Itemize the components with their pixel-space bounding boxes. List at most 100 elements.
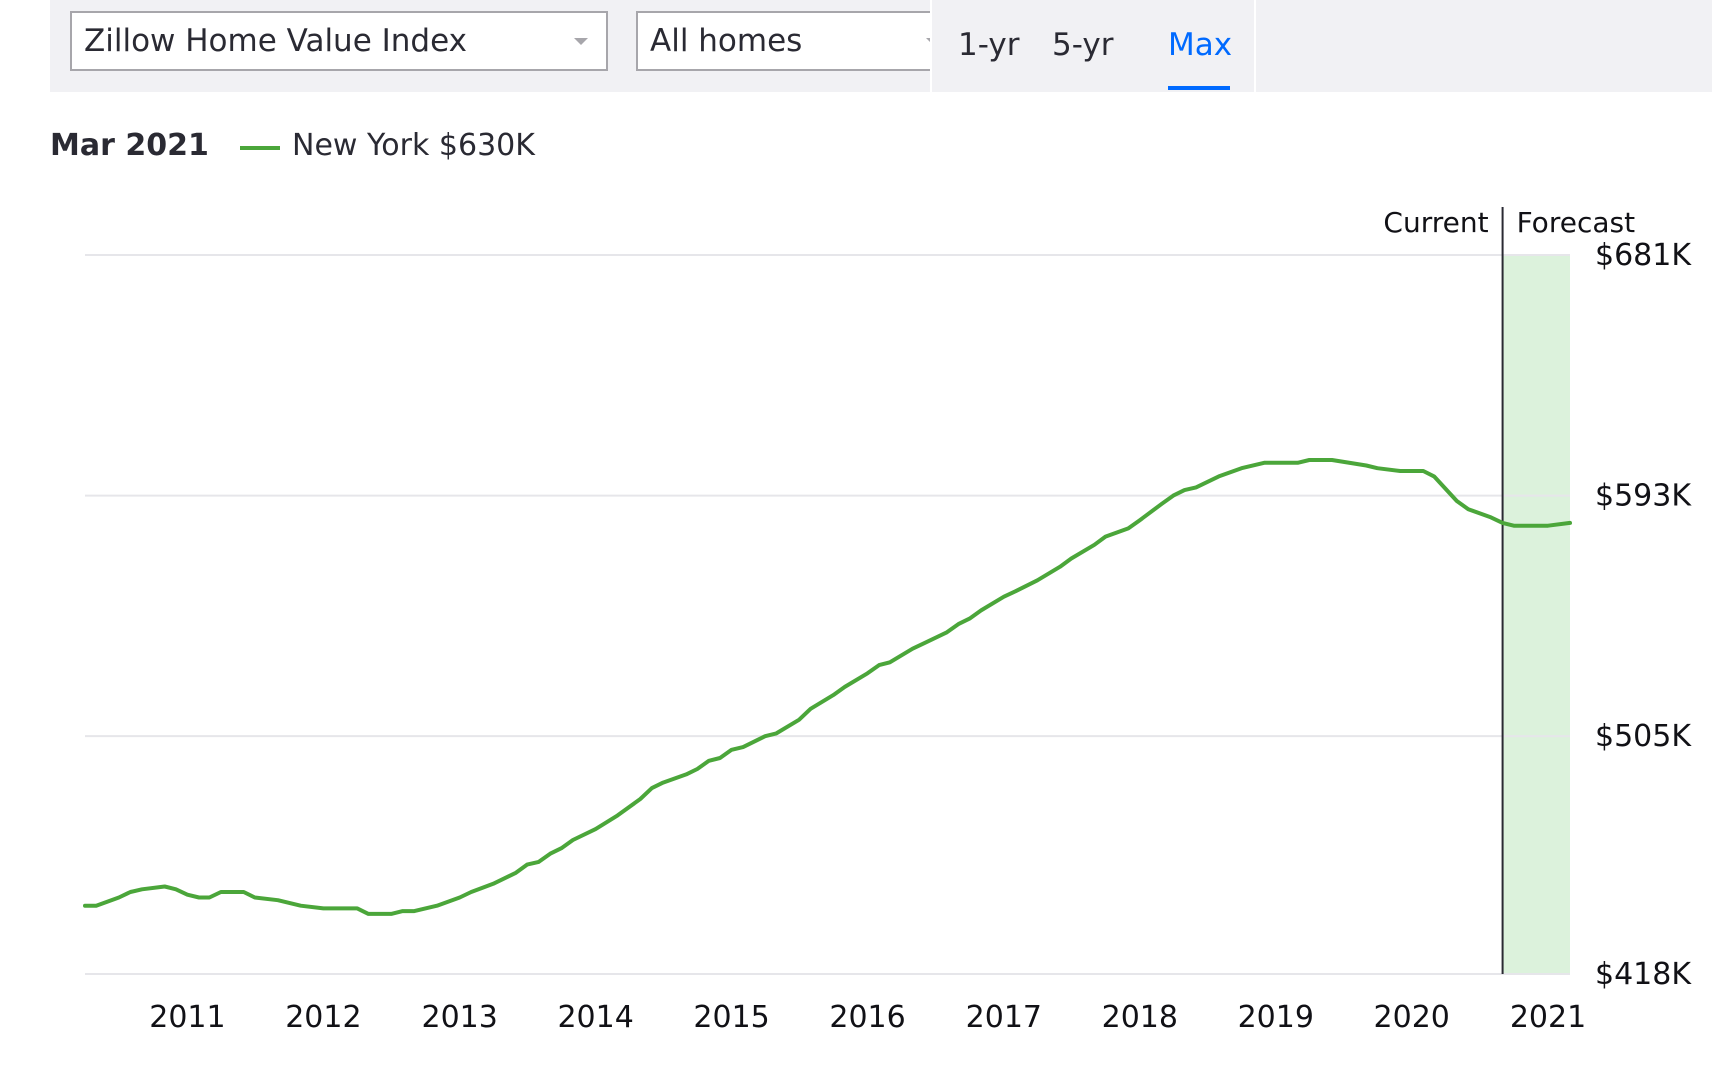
data-point <box>548 852 552 856</box>
data-point <box>843 685 847 689</box>
data-point <box>1035 578 1039 582</box>
data-point <box>412 909 416 913</box>
data-point <box>763 734 767 738</box>
data-point <box>219 890 223 894</box>
data-point <box>117 895 121 899</box>
legend-date: Mar 2021 <box>50 128 209 163</box>
data-point <box>1546 524 1550 528</box>
tab-1-yr[interactable]: 1-yr <box>958 27 1020 63</box>
data-point <box>537 860 541 864</box>
current-label: Current <box>1383 206 1488 239</box>
metric-select[interactable]: Zillow Home Value Index <box>70 11 608 71</box>
data-point <box>163 885 167 889</box>
data-point <box>458 895 462 899</box>
data-point <box>401 909 405 913</box>
data-point <box>831 693 835 697</box>
y-tick-label: $505K <box>1595 719 1692 754</box>
data-point <box>616 813 620 817</box>
data-point <box>1466 507 1470 511</box>
x-tick-label: 2020 <box>1374 1000 1450 1035</box>
data-point <box>242 890 246 894</box>
data-point <box>559 846 563 850</box>
data-point <box>945 630 949 634</box>
legend-swatch <box>240 146 280 150</box>
data-point <box>140 887 144 891</box>
data-point <box>491 882 495 886</box>
y-tick-label: $418K <box>1595 957 1692 992</box>
data-point <box>741 745 745 749</box>
chart-toolbar: Zillow Home Value Index All homes <box>50 0 1712 92</box>
data-point <box>321 906 325 910</box>
data-point <box>94 904 98 908</box>
home-type-select[interactable]: All homes <box>636 11 960 71</box>
data-point <box>1138 518 1142 522</box>
data-point <box>1262 461 1266 465</box>
data-point <box>1534 524 1538 528</box>
data-point <box>1160 502 1164 506</box>
data-point <box>185 893 189 897</box>
forecast-label: Forecast <box>1517 206 1636 239</box>
data-point <box>695 767 699 771</box>
data-point <box>956 622 960 626</box>
data-point <box>594 827 598 831</box>
x-tick-label: 2013 <box>422 1000 498 1035</box>
series-line-0 <box>83 458 1572 916</box>
active-tab-indicator <box>1168 86 1230 90</box>
data-point <box>366 912 370 916</box>
data-point <box>1432 474 1436 478</box>
metric-select-value: Zillow Home Value Index <box>84 23 467 59</box>
y-tick-label: $681K <box>1595 238 1692 273</box>
data-point <box>638 797 642 801</box>
data-point <box>1421 469 1425 473</box>
data-point <box>253 895 257 899</box>
x-tick-label: 2015 <box>693 1000 769 1035</box>
y-tick-label: $593K <box>1595 479 1692 514</box>
data-point <box>797 718 801 722</box>
data-point <box>877 663 881 667</box>
data-point <box>1104 535 1108 539</box>
data-point <box>83 904 87 908</box>
data-point <box>1058 565 1062 569</box>
x-tick-label: 2017 <box>966 1000 1042 1035</box>
data-point <box>866 671 870 675</box>
forecast-band <box>1502 255 1570 974</box>
tab-max[interactable]: Max <box>1168 27 1233 63</box>
data-point <box>276 898 280 902</box>
data-point <box>1375 466 1379 470</box>
data-point <box>355 906 359 910</box>
data-point <box>809 707 813 711</box>
x-tick-label: 2018 <box>1102 1000 1178 1035</box>
data-point <box>1512 524 1516 528</box>
data-point <box>1501 521 1505 525</box>
tab-5-yr[interactable]: 5-yr <box>1052 27 1114 63</box>
data-point <box>1194 485 1198 489</box>
x-tick-label: 2021 <box>1510 1000 1586 1035</box>
data-point <box>774 731 778 735</box>
legend-series-label: New York $630K <box>292 128 535 163</box>
data-point <box>1002 595 1006 599</box>
data-point <box>1330 458 1334 462</box>
data-point <box>207 895 211 899</box>
data-point <box>661 781 665 785</box>
data-point <box>1239 466 1243 470</box>
data-point <box>1171 494 1175 498</box>
x-tick-label: 2016 <box>829 1000 905 1035</box>
data-point <box>650 786 654 790</box>
data-point <box>1568 521 1572 525</box>
x-tick-label: 2011 <box>149 1000 225 1035</box>
data-point <box>684 772 688 776</box>
data-point <box>968 617 972 621</box>
data-point <box>1092 543 1096 547</box>
data-point <box>299 904 303 908</box>
data-point <box>389 912 393 916</box>
data-point <box>1398 469 1402 473</box>
data-point <box>174 887 178 891</box>
data-point <box>1013 589 1017 593</box>
data-point <box>514 871 518 875</box>
data-point <box>1307 458 1311 462</box>
home-type-select-value: All homes <box>650 23 803 59</box>
data-point <box>525 863 529 867</box>
data-point <box>888 660 892 664</box>
data-point <box>1364 464 1368 468</box>
